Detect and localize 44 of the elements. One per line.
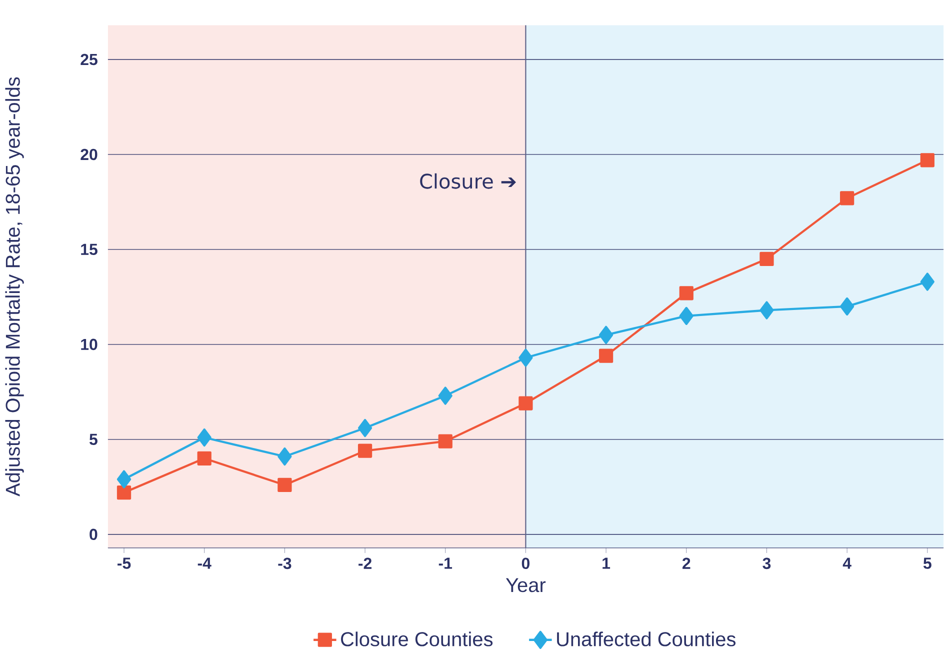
x-tick-label: 1 bbox=[602, 558, 610, 569]
legend-label: Unaffected Counties bbox=[557, 632, 736, 646]
x-tick-label: 2 bbox=[682, 558, 690, 570]
x-tick-label: 5 bbox=[923, 558, 932, 570]
legend-label: Closure Counties bbox=[341, 632, 493, 646]
y-tick-label: 0 bbox=[90, 528, 98, 540]
x-tick-label: 0 bbox=[522, 558, 530, 570]
point bbox=[840, 191, 854, 206]
point bbox=[116, 486, 132, 500]
x-tick-label: -4 bbox=[198, 558, 212, 569]
point bbox=[278, 478, 292, 492]
point bbox=[679, 307, 694, 326]
x-tick-label: -5 bbox=[118, 558, 131, 570]
annotation: Closure ➔ bbox=[420, 174, 516, 190]
point bbox=[679, 286, 694, 300]
y-tick-label: 10 bbox=[81, 338, 98, 350]
point bbox=[840, 298, 854, 316]
x-tick-label: -3 bbox=[278, 558, 292, 570]
point bbox=[197, 452, 212, 466]
x-tick-label: 4 bbox=[842, 558, 852, 569]
point bbox=[358, 419, 372, 438]
point bbox=[598, 348, 614, 364]
point bbox=[920, 153, 934, 168]
point bbox=[278, 448, 292, 466]
x-tick-label: -2 bbox=[358, 558, 372, 570]
point bbox=[438, 434, 452, 449]
point bbox=[197, 428, 212, 447]
y-tick-label: 15 bbox=[81, 244, 98, 256]
x-axis-title: Year bbox=[506, 578, 546, 592]
point bbox=[760, 301, 774, 320]
point bbox=[358, 444, 372, 458]
point bbox=[518, 396, 533, 411]
y-axis-title: Adjusted Opioid Mortality Rate, 18-65 year-olds bbox=[5, 78, 24, 497]
y-tick-label: 20 bbox=[80, 149, 98, 160]
point bbox=[518, 348, 533, 367]
y-tick-label: 25 bbox=[80, 54, 98, 66]
point bbox=[438, 386, 452, 405]
point bbox=[760, 252, 774, 266]
point bbox=[920, 272, 934, 291]
point bbox=[598, 326, 614, 344]
x-tick-label: 3 bbox=[762, 558, 771, 570]
point bbox=[116, 470, 132, 489]
y-tick-label: 5 bbox=[90, 434, 98, 446]
x-tick-label: -1 bbox=[438, 558, 452, 569]
